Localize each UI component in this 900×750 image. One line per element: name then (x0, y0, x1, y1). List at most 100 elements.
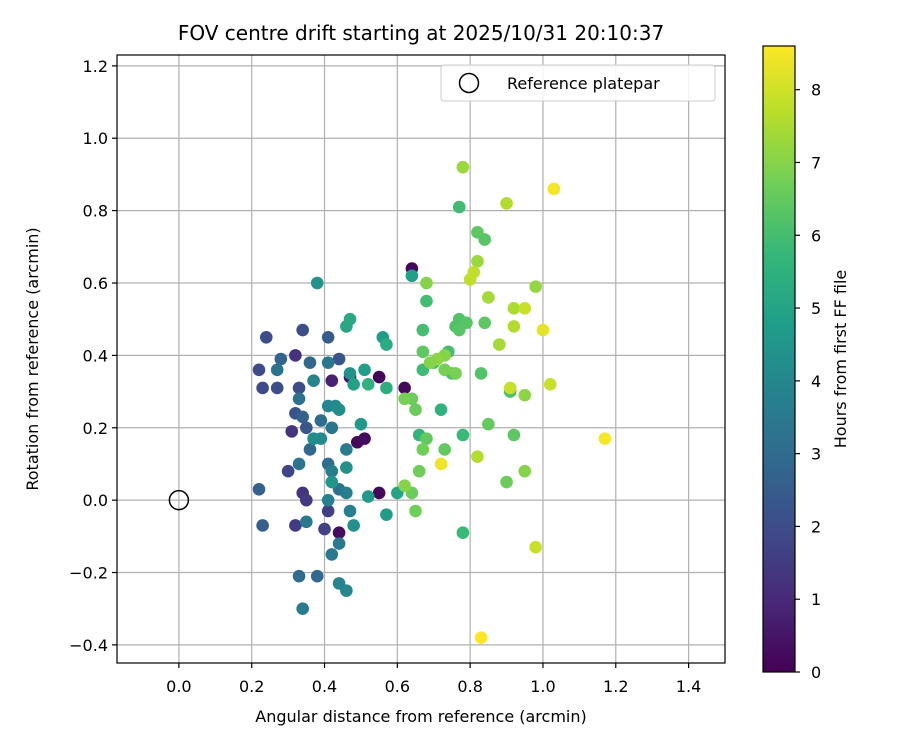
legend-reference-marker (458, 72, 480, 94)
x-tick-label: 0.4 (312, 677, 337, 696)
data-point (529, 280, 542, 293)
data-point (409, 504, 422, 518)
data-point (325, 421, 339, 435)
data-point (398, 381, 411, 395)
data-point (310, 569, 324, 583)
data-point (536, 323, 550, 337)
data-point (270, 381, 284, 395)
data-point (471, 254, 484, 268)
data-point (347, 378, 360, 391)
y-tick-label: 0.6 (83, 274, 108, 293)
data-point (292, 392, 306, 406)
data-point (547, 182, 561, 196)
data-point (300, 421, 313, 435)
colorbar-tick-label: 2 (811, 517, 821, 536)
data-point (274, 352, 288, 366)
data-point (460, 316, 473, 330)
data-point (289, 519, 302, 532)
y-axis-label: Rotation from reference (arcmin) (23, 227, 42, 490)
data-point (543, 378, 557, 391)
colorbar-ticks: 0 1 2 3 4 5 6 7 8 (795, 81, 821, 682)
colorbar-tick-label: 1 (811, 590, 821, 609)
data-point (423, 356, 437, 369)
data-point (416, 323, 430, 337)
colorbar-tick-label: 0 (811, 663, 821, 682)
data-point (503, 381, 517, 395)
chart-title: FOV centre drift starting at 2025/10/31 … (178, 21, 664, 45)
data-point (409, 403, 422, 416)
colorbar-label: Hours from first FF file (831, 270, 850, 449)
x-tick-label: 0.8 (457, 677, 482, 696)
data-point (354, 417, 368, 431)
data-point (289, 349, 302, 362)
data-point (434, 403, 448, 416)
data-point (314, 414, 328, 427)
colorbar-tick-label: 4 (811, 372, 821, 391)
y-tick-label: −0.4 (69, 636, 108, 655)
data-point (292, 569, 306, 583)
data-point (343, 367, 357, 380)
data-point (270, 363, 284, 377)
data-point (482, 417, 495, 431)
data-point (500, 475, 513, 489)
data-point (420, 432, 433, 445)
data-point (478, 316, 492, 330)
data-point (478, 233, 492, 246)
data-point (518, 464, 532, 478)
data-point (321, 330, 335, 344)
data-point (340, 443, 353, 456)
legend-reference-label: Reference platepar (507, 74, 660, 93)
y-tick-label: 0.8 (83, 202, 108, 221)
data-point (252, 363, 266, 377)
colorbar-tick-label: 5 (811, 299, 821, 318)
reference-point (168, 489, 190, 511)
data-point (325, 475, 339, 489)
data-point (325, 374, 339, 388)
plot-frame (116, 54, 726, 664)
data-point (463, 273, 477, 286)
data-point (325, 548, 339, 561)
data-point (405, 269, 419, 283)
data-point (507, 320, 521, 333)
colorbar-tick-label: 7 (811, 153, 821, 172)
y-tick-label: 0.0 (83, 491, 108, 510)
legend-frame (440, 64, 716, 102)
data-point (259, 330, 273, 344)
data-point (492, 338, 506, 351)
x-tick-label: 1.0 (530, 677, 555, 696)
y-tick-label: 1.2 (83, 57, 108, 76)
data-point (380, 338, 393, 351)
data-point (343, 504, 357, 518)
data-points (252, 160, 612, 644)
data-point (321, 493, 335, 507)
data-point (449, 367, 462, 380)
data-point (332, 403, 346, 416)
data-point (340, 461, 353, 474)
y-axis-ticks: −0.4 −0.2 0.0 0.2 0.4 0.6 0.8 1.0 1.2 (69, 57, 117, 655)
data-point (310, 276, 324, 290)
data-point (416, 443, 430, 456)
colorbar-tick-label: 8 (811, 81, 821, 100)
data-point (332, 352, 346, 366)
data-point (361, 378, 375, 391)
data-point (296, 323, 309, 337)
data-point (303, 443, 317, 456)
data-point (398, 479, 411, 492)
data-point (529, 540, 542, 554)
y-tick-label: 0.2 (83, 419, 108, 438)
y-tick-label: 1.0 (83, 129, 108, 148)
y-tick-label: 0.4 (83, 346, 108, 365)
x-tick-label: 0.6 (385, 677, 410, 696)
data-point (474, 367, 488, 380)
data-point (482, 291, 495, 304)
colorbar: 0 1 2 3 4 5 6 7 8 Hours from first FF file (762, 45, 850, 682)
data-point (412, 464, 426, 478)
x-axis-label: Angular distance from reference (arcmin) (255, 707, 586, 726)
x-tick-label: 1.4 (676, 677, 701, 696)
data-point (471, 450, 484, 464)
data-point (296, 602, 309, 616)
colorbar-tick-label: 6 (811, 226, 821, 245)
data-point (518, 388, 532, 402)
colorbar-frame (762, 45, 796, 673)
